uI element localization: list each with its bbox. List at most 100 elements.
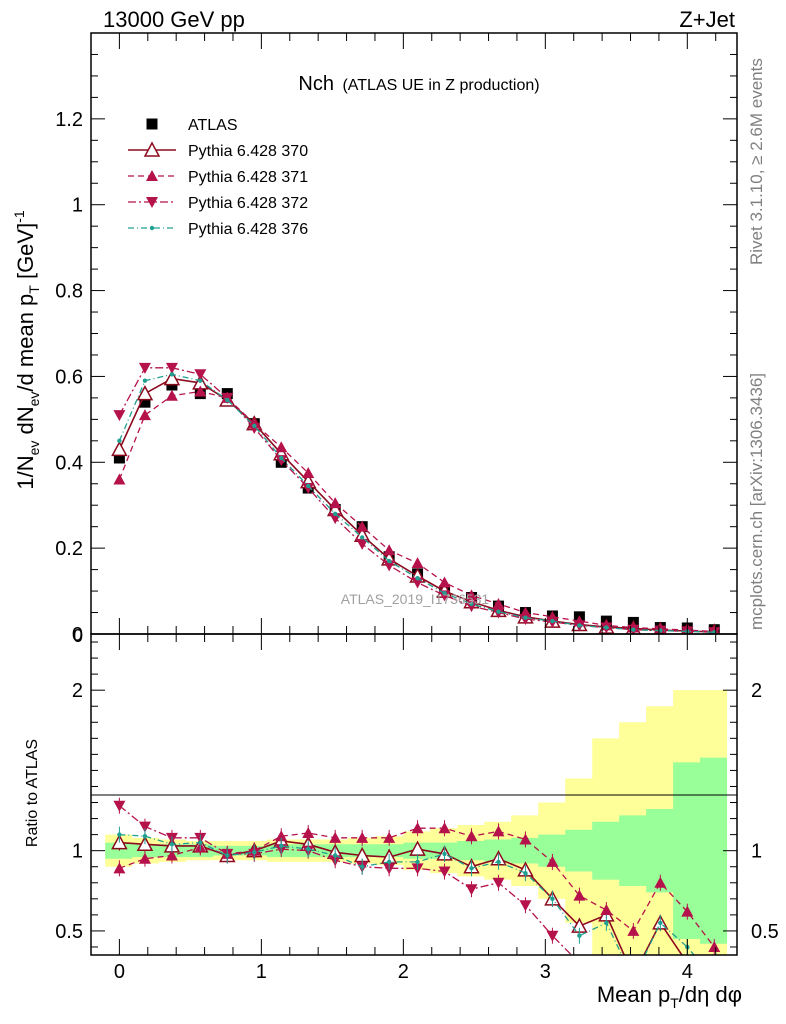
main-point	[329, 497, 342, 509]
main-point	[138, 362, 151, 374]
main-point	[194, 385, 207, 397]
legend-marker	[146, 170, 158, 181]
main-point	[225, 397, 230, 403]
main-point	[248, 422, 261, 434]
xtick-label: 1	[256, 961, 267, 983]
ratio-point	[600, 904, 613, 916]
main-point	[465, 589, 478, 601]
ratio-point	[438, 822, 451, 834]
ratio-point	[627, 924, 640, 936]
watermark: ATLAS_2019_I1736531	[341, 591, 490, 607]
ratio-point	[411, 822, 424, 834]
main-series-layer	[111, 362, 721, 634]
main-point	[438, 590, 451, 602]
main-point	[165, 389, 178, 401]
ratio-point	[198, 840, 203, 845]
ratio-point	[356, 831, 369, 843]
ratio-point	[279, 843, 284, 849]
ratio-point	[252, 850, 257, 855]
ratio-point	[708, 940, 721, 952]
main-point	[356, 538, 369, 550]
ratio-ytick-label: 1	[72, 841, 83, 863]
ratio-point	[383, 831, 396, 843]
ratio-series-line-1	[119, 827, 715, 948]
legend-label: Pythia 6.428 376	[188, 221, 308, 238]
header-left: 13000 GeV pp	[103, 7, 245, 32]
main-ytick-label: 0	[72, 624, 83, 646]
main-point	[442, 591, 447, 596]
ratio-point	[631, 977, 635, 981]
ratio-point	[465, 830, 478, 842]
ratio-series-layer	[111, 797, 721, 982]
ratio-ytick-label: 0.5	[55, 921, 83, 943]
main-point	[386, 558, 392, 564]
main-point	[333, 511, 338, 516]
header-right: Z+Jet	[679, 7, 735, 32]
ratio-ylabel: Ratio to ATLAS	[24, 739, 41, 847]
main-point	[411, 557, 424, 569]
side-text-bottom: mcplots.cern.ch [arXiv:1306.3436]	[747, 373, 766, 630]
xtick-label: 4	[682, 961, 693, 983]
main-point	[275, 455, 288, 467]
ratio-band-outer	[105, 690, 728, 955]
ratio-point	[142, 834, 148, 839]
ratio-point	[306, 846, 311, 852]
legend-marker	[149, 225, 155, 231]
ratio-point	[604, 920, 609, 926]
ratio-point	[438, 866, 451, 878]
ratio-point	[302, 827, 315, 839]
main-point	[577, 623, 582, 628]
main-point	[165, 362, 178, 374]
ratio-point	[519, 833, 532, 845]
ratio-frame	[90, 633, 738, 956]
main-point	[136, 385, 154, 401]
main-point	[631, 627, 636, 632]
main-point	[359, 535, 365, 540]
main-point	[111, 440, 128, 457]
ratio-point	[573, 889, 586, 901]
legend-marker	[143, 141, 161, 157]
main-point	[523, 615, 528, 620]
ratio-point	[113, 862, 126, 874]
main-point	[194, 369, 207, 381]
ratio-point	[658, 920, 663, 926]
main-ytick-label: 0.8	[55, 281, 83, 303]
main-point	[415, 575, 420, 581]
ratio-ytick-label-right: 0.5	[751, 921, 779, 943]
axes-ticks: 00.20.40.60.811.20 1 2 3 40.5 0.51 12 20	[55, 32, 779, 983]
ratio-point	[626, 969, 640, 982]
ratio-point	[333, 853, 338, 858]
legend-label: Pythia 6.428 371	[188, 169, 308, 186]
ratio-point	[117, 832, 122, 837]
main-point	[438, 576, 451, 588]
main-point	[492, 597, 505, 609]
ratio-point	[546, 855, 559, 867]
ratio-point	[681, 905, 694, 917]
ratio-point	[275, 830, 288, 842]
main-point	[198, 378, 203, 383]
ratio-ytick-label-right: 2	[751, 680, 762, 702]
side-text-top: Rivet 3.1.10, ≥ 2.6M events	[747, 58, 766, 265]
main-ytick-label: 0.2	[55, 538, 83, 560]
ratio-point	[492, 877, 505, 889]
main-ylabel: 1/Nev dNev/d mean pT [GeV]-1	[11, 210, 42, 490]
ratio-point	[469, 866, 474, 871]
main-point	[169, 372, 175, 377]
legend-marker	[146, 197, 158, 208]
main-point	[383, 544, 396, 556]
main-point	[113, 473, 126, 485]
ratio-point	[386, 859, 392, 865]
ratio-point	[138, 852, 151, 864]
main-point	[113, 452, 125, 464]
main-point	[604, 625, 609, 630]
main-point	[138, 409, 151, 421]
main-ytick-label: 1.2	[55, 109, 83, 131]
main-point	[275, 441, 288, 453]
ratio-point	[225, 853, 230, 858]
ratio-point	[329, 831, 342, 843]
ratio-point	[465, 884, 478, 896]
main-point	[469, 601, 474, 607]
plot-title-sub: (ATLAS UE in Z production)	[342, 77, 539, 94]
xlabel: Mean pT/dη dφ	[597, 982, 742, 1011]
